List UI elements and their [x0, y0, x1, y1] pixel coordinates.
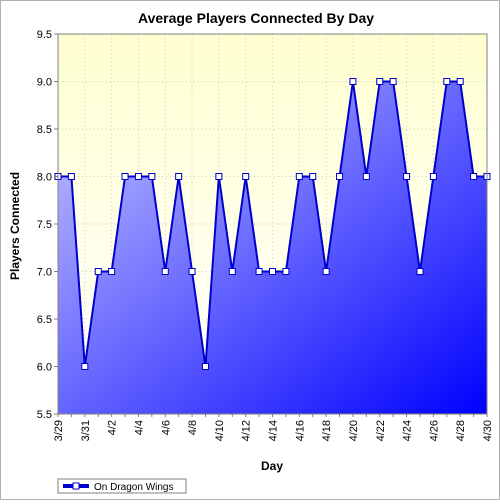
area-fill: [58, 81, 487, 414]
data-point: [269, 268, 276, 275]
x-tick-label: 4/12: [241, 420, 253, 441]
y-axis-ticks: 5.5 6.0 6.5 7.0 7.5 8.0 8.5 9.0 9.5: [37, 29, 58, 421]
x-tick-label: 4/20: [348, 420, 360, 441]
data-point: [403, 173, 411, 180]
data-point: [336, 173, 344, 180]
data-point: [376, 78, 384, 85]
x-tick-label: 4/10: [214, 420, 226, 441]
x-tick-label: 3/31: [80, 420, 92, 441]
x-tick-label: 4/6: [160, 420, 172, 435]
y-tick-label: 5.5: [37, 409, 52, 421]
x-tick-label: 4/28: [455, 420, 467, 441]
y-tick-label: 7.5: [37, 219, 52, 231]
x-tick-label: 4/22: [375, 420, 387, 441]
data-point: [81, 363, 89, 370]
x-tick-label: 3/29: [53, 420, 65, 441]
y-tick-label: 9.5: [37, 29, 52, 41]
data-point: [94, 268, 102, 275]
data-point: [134, 173, 142, 180]
data-point: [215, 173, 223, 180]
data-point: [148, 173, 156, 180]
data-point: [309, 173, 317, 180]
data-point: [443, 78, 451, 85]
legend-box: [57, 478, 187, 494]
data-point: [429, 173, 437, 180]
data-point: [456, 78, 464, 85]
data-point: [349, 78, 357, 85]
x-tick-label: 4/14: [268, 420, 280, 441]
x-axis-ticks: 3/29 3/31 4/2 4/4 4/6 4/8 4/10 4/12 4/14 4/16 4/18…: [53, 414, 494, 441]
data-point: [108, 268, 116, 275]
data-point: [416, 268, 424, 275]
x-tick-label: 4/2: [107, 420, 119, 435]
data-point: [362, 173, 370, 180]
y-tick-label: 8.0: [37, 172, 52, 184]
x-tick-label: 4/30: [482, 420, 494, 441]
data-point: [201, 363, 209, 370]
x-axis-label: Day: [261, 459, 283, 473]
x-tick-label: 4/16: [294, 420, 306, 441]
chart-title: Average Players Connected By Day: [138, 10, 374, 26]
data-point: [255, 268, 263, 275]
data-point: [175, 173, 183, 180]
legend-series-name: On Dragon Wings: [94, 482, 173, 493]
data-point: [282, 268, 290, 275]
data-point: [389, 78, 397, 85]
data-point: [322, 268, 330, 275]
legend-marker: [72, 482, 80, 490]
data-point: [161, 268, 169, 275]
y-axis-label: Players Connected: [8, 172, 22, 280]
x-tick-label: 4/8: [187, 420, 199, 435]
data-point: [242, 173, 250, 180]
x-tick-label: 4/18: [321, 420, 333, 441]
data-point: [67, 173, 75, 180]
y-tick-label: 7.0: [37, 267, 52, 279]
x-tick-label: 4/26: [428, 420, 440, 441]
data-point: [121, 173, 129, 180]
x-tick-label: 4/4: [133, 420, 145, 435]
data-point: [188, 268, 196, 275]
y-tick-label: 9.0: [37, 77, 52, 89]
legend: On Dragon Wings: [57, 478, 187, 494]
y-tick-label: 6.5: [37, 314, 52, 326]
x-tick-label: 4/24: [402, 420, 414, 441]
data-point: [470, 173, 478, 180]
data-point: [295, 173, 303, 180]
y-tick-label: 8.5: [37, 124, 52, 136]
data-point: [228, 268, 236, 275]
y-tick-label: 6.0: [37, 362, 52, 374]
